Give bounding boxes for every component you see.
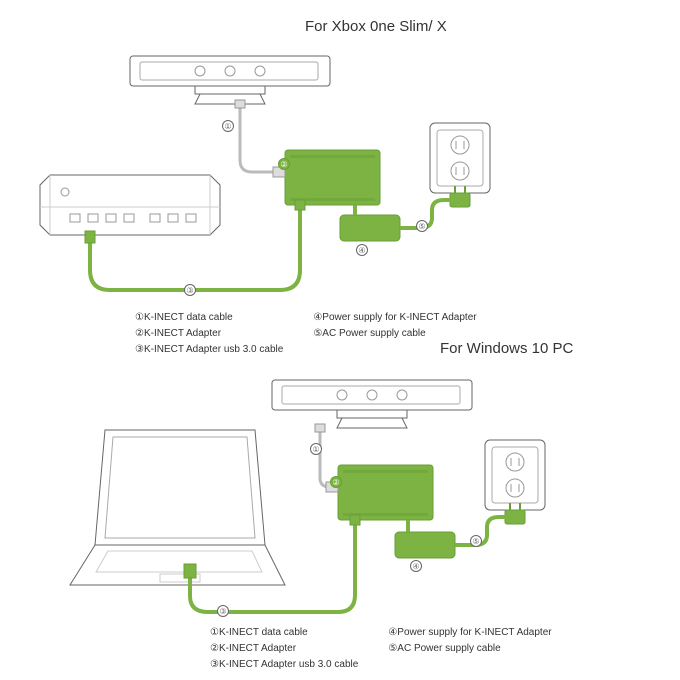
marker-5: ⑤ xyxy=(416,220,428,232)
wall-outlet-icon xyxy=(485,440,545,524)
xbox-console-icon xyxy=(40,175,220,235)
adapter-icon xyxy=(285,150,380,205)
marker-3: ③ xyxy=(217,605,229,617)
marker-2: ② xyxy=(330,476,342,488)
marker-2: ② xyxy=(278,158,290,170)
marker-1: ① xyxy=(310,443,322,455)
adapter-icon xyxy=(338,465,433,520)
kinect-sensor-icon xyxy=(272,380,472,428)
marker-5: ⑤ xyxy=(470,535,482,547)
data-cable-icon xyxy=(240,104,280,172)
marker-4: ④ xyxy=(410,560,422,572)
laptop-icon xyxy=(70,430,285,585)
power-supply-icon xyxy=(340,215,400,241)
wall-outlet-icon xyxy=(430,123,490,207)
marker-1: ① xyxy=(222,120,234,132)
kinect-sensor-icon xyxy=(130,56,330,104)
marker-3: ③ xyxy=(184,284,196,296)
power-supply-icon xyxy=(395,532,455,558)
marker-4: ④ xyxy=(356,244,368,256)
diagram-svg xyxy=(0,0,680,680)
